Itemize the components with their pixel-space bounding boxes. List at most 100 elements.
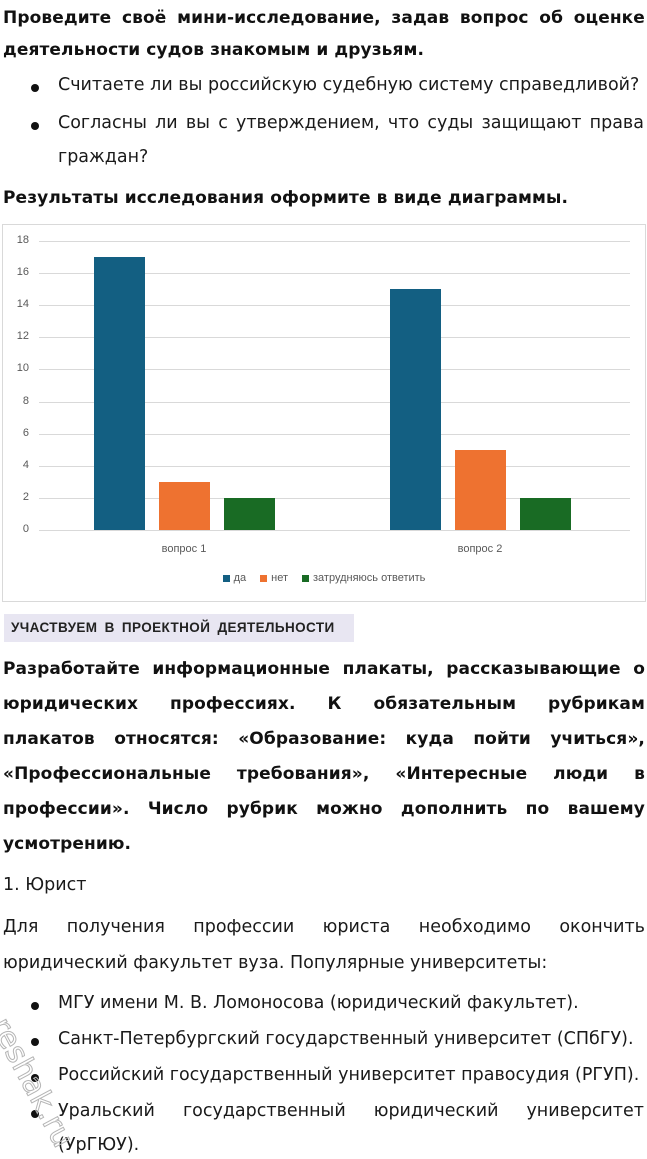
word: Уральский [58,1101,155,1121]
word: Разработайте [3,659,140,679]
word: суды [427,113,474,133]
word: об [539,8,564,28]
word: можно [316,799,383,819]
word: Для [3,917,39,937]
word: Согласны [58,113,147,133]
word: государственный [182,1101,346,1121]
bullet-icon [31,1038,39,1046]
bar [455,449,506,530]
task2-line6: усмотрению. [3,834,132,854]
chart-legend: да нет затрудняюсь ответить [3,572,645,584]
word: вашему [567,799,645,819]
word: необходимо [418,917,531,937]
word: информационные [152,659,331,679]
y-tick-label: 12 [16,330,29,343]
word: рубрикам [548,694,645,714]
task1-title-line1: Проведите своё мини-исследование, задав вопр… [3,8,645,28]
word: рассказывающие [446,659,621,679]
question-1: Считаете ли вы российскую судебную систе… [58,75,640,95]
legend-item: нет [260,572,288,584]
y-tick-label: 14 [16,298,29,311]
word: вы [185,113,210,133]
bar [390,289,441,530]
answer-para-line1: Для получения профессии юриста необходимо око… [3,917,645,937]
gridline [39,401,630,403]
bar [94,257,145,530]
bullet-icon [31,84,39,92]
y-tick-label: 0 [22,523,29,535]
section-banner: УЧАСТВУЕМ В ПРОЕКТНОЙ ДЕЯТЕЛЬНОСТИ [4,614,354,642]
bar-chart: 18 16 14 12 10 8 6 4 2 0 вопрос 1 вопрос 2 да нет затр… [2,224,646,602]
word: права [589,113,644,133]
word: юридический [373,1101,499,1121]
question-2-line2: граждан? [58,147,149,167]
word: утверждением, [236,113,380,133]
y-tick-label: 2 [22,490,29,503]
task2-line3: плакатов относятся: «Образование: куда пойти… [3,729,645,749]
word: профессии [193,917,295,937]
legend-swatch-icon [302,574,309,582]
gridline [39,497,630,499]
legend-swatch-icon [222,574,230,582]
legend-label: затрудняюсь ответить [313,572,426,584]
word: с [218,113,228,133]
bar [520,497,571,530]
legend-item: затрудняюсь ответить [302,572,425,584]
y-tick-label: 16 [16,266,29,279]
word: мини-исследование, [177,8,381,28]
word: окончить [559,917,645,937]
result-instruction: Результаты исследования оформите в виде … [3,188,569,208]
gridline [39,369,630,371]
bar [159,481,210,530]
bullet-icon [31,122,39,130]
word: требования», [236,764,370,784]
word: рубрик [226,799,298,819]
word: получения [66,917,165,937]
word: вопрос [459,8,529,28]
task2-line5: профессии». Число рубрик можно дополнить по ва… [3,799,645,819]
legend-item: да [222,572,246,584]
word: К [327,694,342,714]
word: «Профессиональные [3,764,211,784]
word: учиться», [550,729,645,749]
word: дополнить [400,799,508,819]
word: пойти [473,729,531,749]
x-axis-label: вопрос 2 [457,543,503,555]
gridline [39,305,630,307]
word: плакатов [3,729,95,749]
y-tick-label: 4 [22,458,29,471]
word: ли [155,113,178,133]
legend-swatch-icon [260,574,268,582]
gridline [39,433,630,435]
gridline [39,241,630,242]
answer-heading: 1. Юрист [3,875,87,895]
word: относятся: [114,729,219,749]
gridline [39,273,630,275]
word: люди [553,764,609,784]
word: Число [147,799,209,819]
university-1: МГУ имени М. В. Ломоносова (юридический … [58,993,579,1013]
question-2-line1: Согласны ли вы с утверждением, что суды защищаю… [58,113,644,133]
word: профессии». [3,799,130,819]
gridline [39,337,630,339]
word: юриста [322,917,391,937]
word: обязательным [373,694,517,714]
answer-para-line2: юридический факультет вуза. Популярные у… [3,953,548,973]
university-4-line2: (УрГЮУ). [58,1135,140,1155]
word: что [387,113,420,133]
task2-line4: «Профессиональные требования», «Интересные… [3,764,645,784]
word: оценке [573,8,645,28]
word: Проведите [3,8,112,28]
x-axis-label: вопрос 1 [161,543,207,555]
word: защищают [481,113,582,133]
word: университет [526,1101,644,1121]
gridline [39,530,630,531]
word: по [525,799,550,819]
university-3: Российский государственный университет п… [58,1065,640,1085]
y-tick-label: 8 [22,394,29,407]
word: плакаты, [342,659,434,679]
gridline [39,465,630,467]
bullet-icon [31,1074,39,1082]
word: своё [121,8,167,28]
word: профессиях. [170,694,296,714]
